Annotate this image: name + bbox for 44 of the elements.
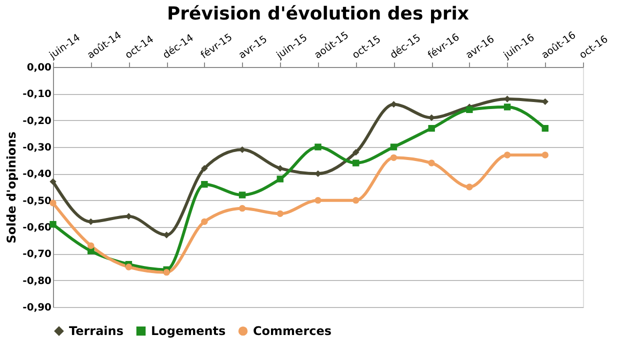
point <box>428 160 435 166</box>
point <box>50 178 56 186</box>
y-tick-label: -0,80 <box>22 276 52 287</box>
y-tick-label: -0,60 <box>22 222 52 234</box>
point <box>88 242 94 250</box>
chart-title: Prévision d'évolution des prix <box>166 4 470 25</box>
point <box>352 196 360 204</box>
point <box>390 154 398 162</box>
point <box>163 232 170 238</box>
point <box>201 164 208 172</box>
y-tick-label: 0,00 <box>26 62 52 74</box>
y-tick-label: -0,10 <box>22 89 52 100</box>
legend-label: Logements <box>151 324 226 338</box>
point <box>466 184 473 190</box>
point <box>504 104 511 110</box>
y-tick-label: -0,70 <box>22 249 52 260</box>
legend-label: Terrains <box>69 324 124 338</box>
point <box>276 176 284 182</box>
y-tick-label: -0,90 <box>22 302 52 314</box>
point <box>504 152 511 158</box>
y-tick-label: -0,20 <box>22 116 52 127</box>
point <box>201 218 208 226</box>
point <box>542 98 548 106</box>
y-tick-label: -0,40 <box>22 169 52 180</box>
point <box>238 192 246 198</box>
point <box>314 196 322 204</box>
point <box>238 204 246 212</box>
point <box>314 144 322 150</box>
point <box>352 148 360 156</box>
point <box>125 264 132 270</box>
point <box>542 124 548 132</box>
point <box>542 152 548 158</box>
point <box>466 106 473 114</box>
y-axis-title: Solde d'opinions <box>4 132 19 244</box>
point <box>276 210 284 218</box>
point <box>390 144 398 150</box>
legend-label: Commerces <box>253 324 332 338</box>
point <box>428 124 435 132</box>
point <box>163 268 170 276</box>
y-tick-label: -0,30 <box>22 142 52 154</box>
y-tick-label: -0,50 <box>22 196 52 207</box>
point <box>276 164 284 172</box>
point <box>352 160 360 166</box>
point <box>201 180 208 188</box>
